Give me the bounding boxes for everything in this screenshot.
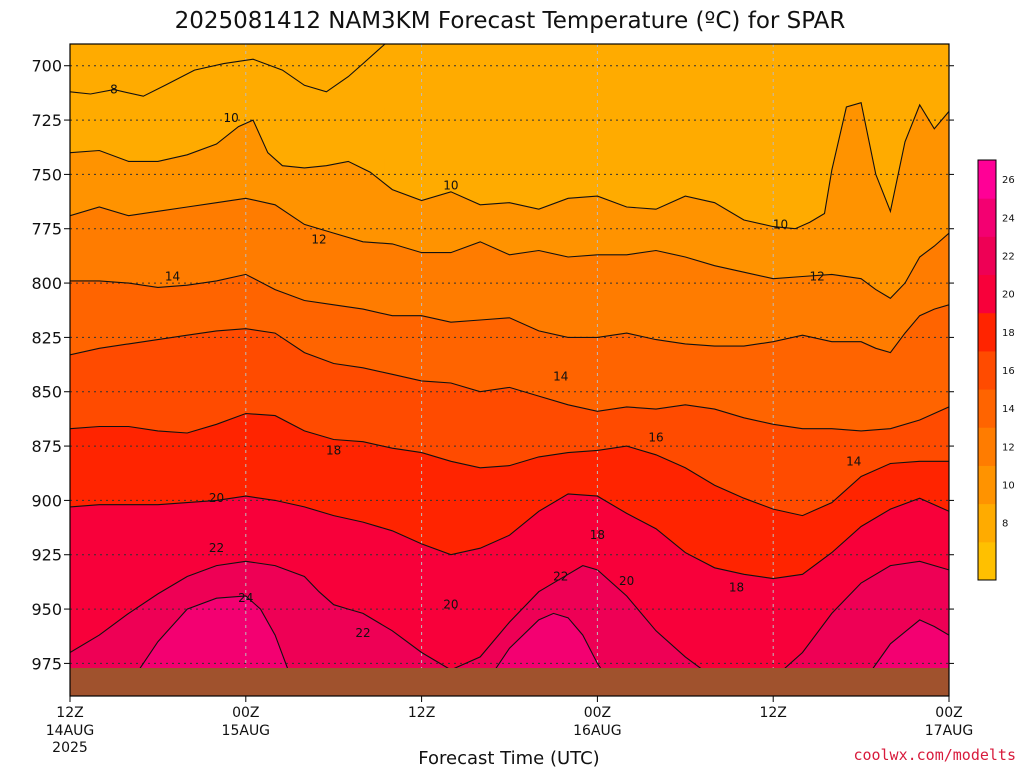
colorbar-swatch xyxy=(978,427,996,466)
x-tick-time: 00Z xyxy=(935,705,962,721)
x-tick-date: 14AUG xyxy=(46,723,95,739)
isotherm-label: 8 xyxy=(110,83,118,97)
band-24 xyxy=(128,596,949,696)
y-tick-label: 975 xyxy=(31,654,62,673)
y-tick-label: 775 xyxy=(31,220,62,239)
isotherm-label: 14 xyxy=(165,270,180,284)
colorbar-swatch xyxy=(978,541,996,581)
isotherm-label: 12 xyxy=(311,233,326,247)
isotherm-16 xyxy=(70,328,949,432)
isotherm-label: 16 xyxy=(648,430,663,444)
x-tick-date: 16AUG xyxy=(573,723,622,739)
colorbar-tick-label: 10 xyxy=(1002,481,1015,492)
colorbar-tick-label: 14 xyxy=(1002,404,1015,415)
colorbar-tick-label: 22 xyxy=(1002,251,1015,262)
colorbar-tick-label: 20 xyxy=(1002,290,1015,301)
isotherm-label: 18 xyxy=(729,580,744,594)
isotherm-10 xyxy=(70,102,949,230)
isotherm-12 xyxy=(70,197,949,299)
colorbar-tick-label: 18 xyxy=(1002,328,1015,339)
x-tick-date: 17AUG xyxy=(925,723,974,739)
band-22 xyxy=(70,561,949,696)
colorbar-tick-label: 26 xyxy=(1002,175,1015,186)
colorbar-swatch xyxy=(978,198,996,237)
x-tick-time: 00Z xyxy=(232,705,259,721)
isotherm-label: 10 xyxy=(773,217,788,231)
isotherm-18 xyxy=(70,412,949,517)
isotherm-label: 12 xyxy=(810,270,825,284)
isotherm-22 xyxy=(70,560,949,686)
grid-lines xyxy=(70,44,949,696)
colorbar-tick-label: 12 xyxy=(1002,442,1015,453)
isotherm-label: 22 xyxy=(209,541,224,555)
isotherm-label: 22 xyxy=(355,626,370,640)
isotherm-label: 10 xyxy=(224,111,239,125)
isotherm-label: 20 xyxy=(619,574,634,588)
colorbar-swatch xyxy=(978,274,996,314)
y-axis: 700 725 750 775 800 825 850 875 900 925 950 975 xyxy=(31,57,954,673)
isotherm-label: 24 xyxy=(238,591,253,605)
ground-surface xyxy=(70,668,949,696)
x-axis-title: Forecast Time (UTC) xyxy=(418,748,599,768)
y-tick-label: 925 xyxy=(31,546,62,565)
isotherm-label: 22 xyxy=(553,569,568,583)
y-tick-label: 800 xyxy=(31,274,62,293)
x-tick-time: 12Z xyxy=(56,705,83,721)
credit-link[interactable]: coolwx.com/modelts xyxy=(853,746,1016,764)
y-tick-label: 725 xyxy=(31,111,62,130)
y-tick-label: 900 xyxy=(31,491,62,510)
colorbar-swatch xyxy=(978,236,996,276)
isotherm-label: 20 xyxy=(443,598,458,612)
y-tick-label: 950 xyxy=(31,600,62,619)
colorbar-swatch xyxy=(978,312,996,352)
y-tick-label: 875 xyxy=(31,437,62,456)
y-tick-label: 750 xyxy=(31,165,62,184)
isotherm-label: 14 xyxy=(846,454,861,468)
colorbar-swatch xyxy=(978,465,996,505)
colorbar: 8 10 12 14 16 18 20 22 24 26 xyxy=(977,159,1015,581)
colorbar-frame xyxy=(977,159,997,581)
y-tick-label: 825 xyxy=(31,328,62,347)
chart-title: 2025081412 NAM3KM Forecast Temperature (… xyxy=(175,8,846,34)
plot-area: 8 10 10 10 12 12 14 14 14 16 18 18 18 20 20 20 22 22 22 24 xyxy=(70,44,949,696)
colorbar-swatch xyxy=(978,350,996,390)
x-tick-time: 12Z xyxy=(408,705,435,721)
isotherm-label: 20 xyxy=(209,491,224,505)
y-tick-label: 700 xyxy=(31,57,62,76)
colorbar-swatch xyxy=(978,160,996,199)
isotherm-20 xyxy=(70,493,949,580)
colorbar-tick-label: 24 xyxy=(1002,213,1015,224)
colorbar-swatch xyxy=(978,389,996,428)
colorbar-tick-label: 8 xyxy=(1002,519,1008,530)
isotherm-14 xyxy=(70,273,949,354)
isotherm-labels: 8 10 10 10 12 12 14 14 14 16 18 18 18 20 20 20 22 22 22 24 xyxy=(110,83,861,640)
x-tick-time: 00Z xyxy=(584,705,611,721)
isotherm-label: 18 xyxy=(326,443,341,457)
temperature-fills xyxy=(70,44,949,696)
isotherm-8 xyxy=(70,44,386,97)
plot-frame xyxy=(69,43,950,697)
isotherm-label: 18 xyxy=(590,528,605,542)
x-tick-time: 12Z xyxy=(759,705,786,721)
isotherm-label: 10 xyxy=(443,178,458,192)
colorbar-tick-label: 16 xyxy=(1002,366,1015,377)
x-tick-year: 2025 xyxy=(52,740,88,756)
colorbar-swatch xyxy=(978,503,996,543)
isotherm-label: 14 xyxy=(553,370,568,384)
y-tick-label: 850 xyxy=(31,383,62,402)
x-tick-date: 15AUG xyxy=(222,723,271,739)
